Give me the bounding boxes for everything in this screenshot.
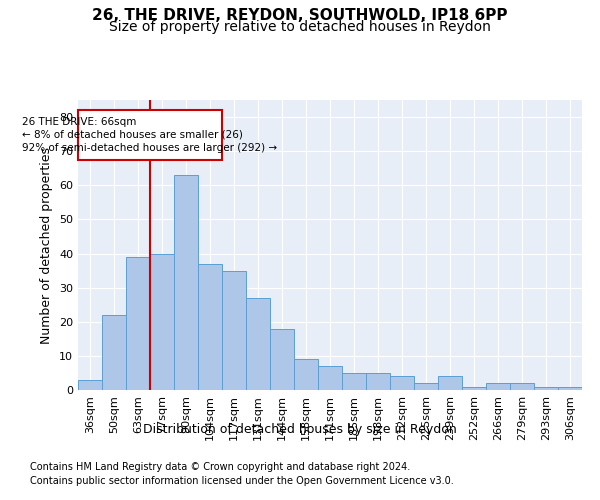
Y-axis label: Number of detached properties: Number of detached properties <box>40 146 53 344</box>
Bar <box>150 254 174 390</box>
Bar <box>390 376 414 390</box>
Bar <box>414 383 438 390</box>
Bar <box>534 386 558 390</box>
Bar <box>246 298 270 390</box>
Bar <box>78 380 102 390</box>
Bar <box>174 175 198 390</box>
Bar <box>126 257 150 390</box>
Bar <box>438 376 462 390</box>
Bar <box>486 383 510 390</box>
Bar <box>102 315 126 390</box>
Bar <box>222 270 246 390</box>
Bar <box>198 264 222 390</box>
Bar <box>462 386 486 390</box>
Bar <box>558 386 582 390</box>
Text: Contains public sector information licensed under the Open Government Licence v3: Contains public sector information licen… <box>30 476 454 486</box>
Text: 26, THE DRIVE, REYDON, SOUTHWOLD, IP18 6PP: 26, THE DRIVE, REYDON, SOUTHWOLD, IP18 6… <box>92 8 508 22</box>
Bar <box>270 328 294 390</box>
Text: Contains HM Land Registry data © Crown copyright and database right 2024.: Contains HM Land Registry data © Crown c… <box>30 462 410 472</box>
Bar <box>294 360 318 390</box>
Bar <box>318 366 342 390</box>
Bar <box>342 373 366 390</box>
Text: Size of property relative to detached houses in Reydon: Size of property relative to detached ho… <box>109 20 491 34</box>
Text: 26 THE DRIVE: 66sqm
← 8% of detached houses are smaller (26)
92% of semi-detache: 26 THE DRIVE: 66sqm ← 8% of detached hou… <box>22 117 278 153</box>
Text: Distribution of detached houses by size in Reydon: Distribution of detached houses by size … <box>143 422 457 436</box>
Bar <box>78 110 222 160</box>
Bar <box>366 373 390 390</box>
Bar <box>510 383 534 390</box>
